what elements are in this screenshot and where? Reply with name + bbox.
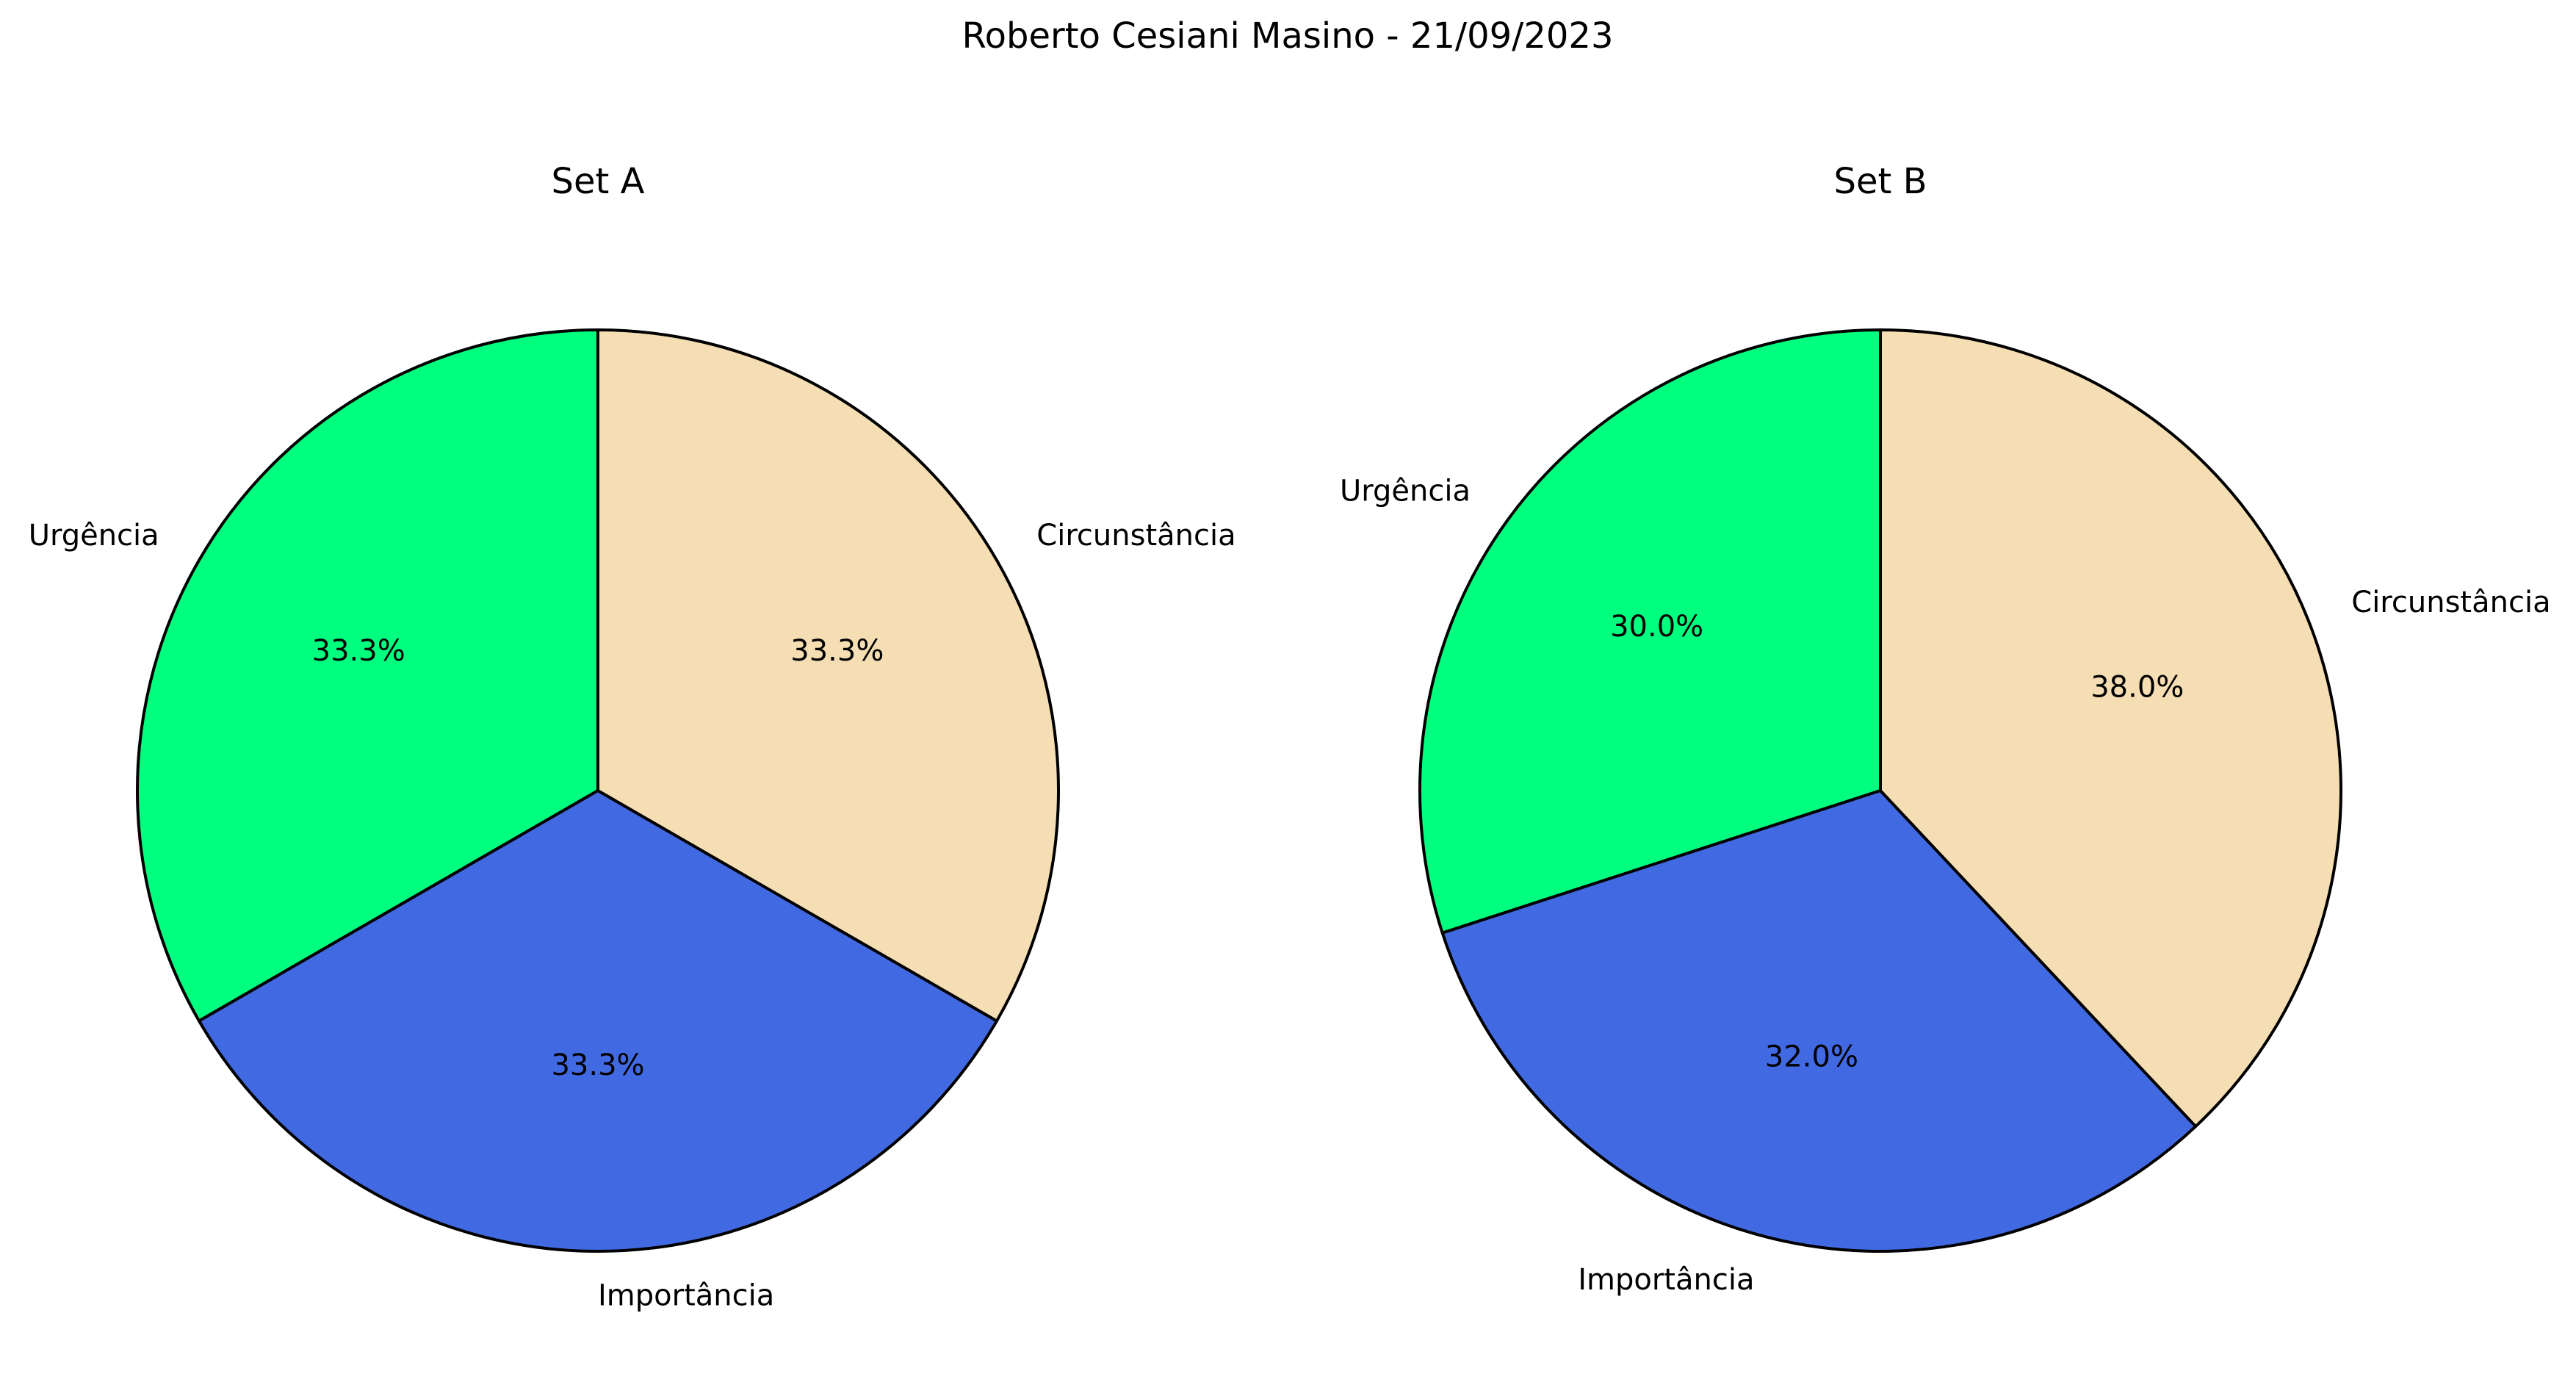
pie-slice-set-b-urgencia (1418, 328, 1882, 935)
pie-labels-set-b: Urgência 30.0% Importância 32.0% Circunstânc… (1340, 475, 2551, 1297)
slice-label-set-a-urgencia: Urgência (29, 519, 159, 553)
slice-label-set-b-importancia: Importância (1578, 1263, 1754, 1297)
slice-label-set-b-circunstancia: Circunstância (2351, 586, 2550, 619)
slice-label-set-a-circunstancia: Circunstância (1036, 519, 1235, 553)
pie-slice-set-a-urgencia (136, 328, 599, 1023)
pct-label-set-a-circunstancia: 33.3% (790, 634, 884, 668)
pie-slice-set-a-circunstancia (596, 328, 1060, 1023)
pie-slice-set-b-circunstancia (1879, 328, 2342, 1129)
pie-slice-set-a-importancia (198, 789, 998, 1253)
pct-label-set-b-circunstancia: 38.0% (2090, 671, 2184, 705)
figure-title: Roberto Cesiani Masino - 21/09/2023 (962, 15, 1613, 57)
pct-label-set-a-importancia: 33.3% (551, 1048, 644, 1082)
slice-label-set-b-urgencia: Urgência (1340, 475, 1471, 508)
pie-wedges-set-b (1418, 328, 2342, 1253)
pie-chart-set-b: Set B Urgência 30.0% Importância 32.0% Circu… (1340, 161, 2551, 1297)
chart-title-set-a: Set A (552, 161, 645, 202)
pie-wedges-set-a (136, 328, 1060, 1253)
pie-labels-set-a: Urgência 33.3% Importância 33.3% Circunstânc… (29, 519, 1236, 1313)
pct-label-set-b-importancia: 32.0% (1765, 1040, 1858, 1073)
pct-label-set-b-urgencia: 30.0% (1610, 610, 1703, 644)
pie-slice-set-b-importancia (1440, 789, 2198, 1253)
pct-label-set-a-urgencia: 33.3% (312, 634, 405, 668)
pie-chart-set-a: Set A Urgência 33.3% Importância 33.3% Circu… (29, 161, 1236, 1313)
slice-label-set-a-importancia: Importância (598, 1279, 774, 1313)
chart-title-set-b: Set B (1833, 161, 1927, 202)
